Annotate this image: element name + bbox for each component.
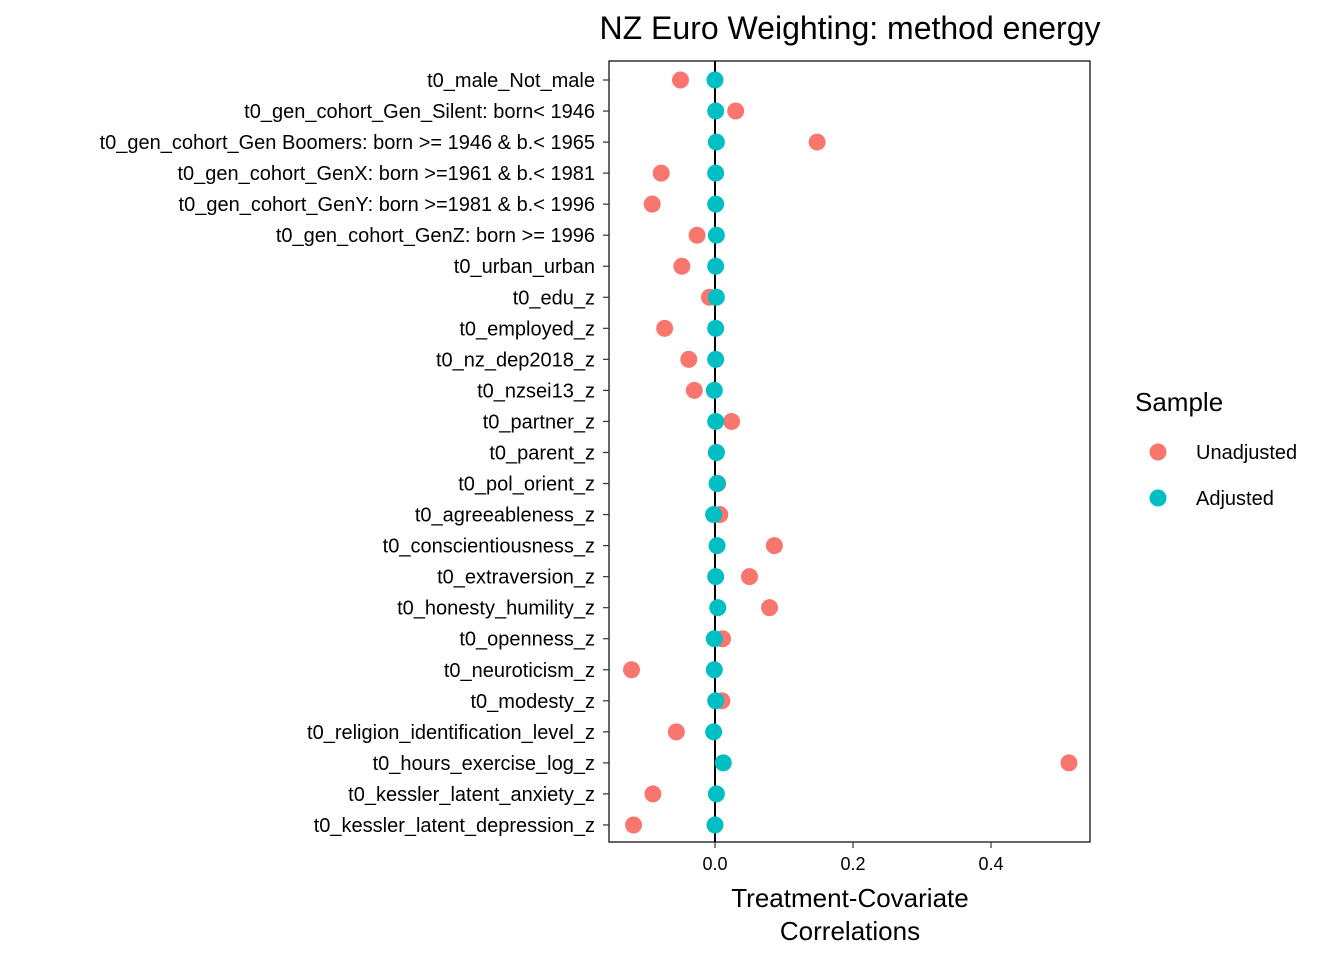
y-tick-label: t0_partner_z	[483, 411, 595, 433]
point-unadjusted-2	[808, 133, 826, 151]
y-tick-label: t0_agreeableness_z	[415, 505, 595, 527]
data-points	[623, 71, 1078, 834]
y-tick-label: t0_parent_z	[489, 442, 595, 464]
y-tick-label: t0_nz_dep2018_z	[436, 349, 595, 371]
point-unadjusted-8	[656, 319, 674, 337]
point-unadjusted-1	[727, 102, 745, 120]
y-tick-label: t0_edu_z	[513, 287, 595, 309]
x-axis: 0.0 0.2 0.4	[702, 842, 1004, 874]
point-unadjusted-4	[643, 195, 661, 213]
x-axis-title-line-1: Treatment-Covariate	[731, 883, 968, 913]
point-adjusted-1	[707, 102, 725, 120]
point-adjusted-11	[707, 412, 725, 430]
point-unadjusted-21	[667, 723, 685, 741]
point-adjusted-21	[705, 723, 723, 741]
point-adjusted-23	[707, 785, 725, 803]
category-labels: t0_male_Not_male t0_gen_cohort_Gen_Silent…	[100, 70, 609, 837]
point-unadjusted-15	[765, 537, 783, 555]
point-adjusted-7	[707, 288, 725, 306]
x-axis-title-line-2: Correlations	[780, 916, 920, 946]
y-tick-label: t0_honesty_humility_z	[397, 598, 595, 620]
plot-panel	[608, 60, 1091, 843]
point-adjusted-9	[707, 350, 725, 368]
legend-label-adjusted: Adjusted	[1196, 488, 1274, 510]
point-unadjusted-3	[652, 164, 670, 182]
point-unadjusted-11	[723, 412, 741, 430]
y-tick-label: t0_kessler_latent_depression_z	[314, 815, 595, 837]
point-adjusted-18	[705, 630, 723, 648]
point-adjusted-17	[709, 599, 727, 617]
x-tick-label: 0.0	[702, 854, 727, 874]
x-tick-label: 0.4	[978, 854, 1003, 874]
y-tick-label: t0_kessler_latent_anxiety_z	[348, 784, 595, 806]
y-tick-label: t0_neuroticism_z	[444, 660, 595, 682]
y-tick-label: t0_gen_cohort_GenZ: born >= 1996	[276, 225, 595, 247]
point-adjusted-5	[707, 226, 725, 244]
point-unadjusted-9	[680, 350, 698, 368]
point-unadjusted-0	[672, 71, 689, 89]
point-adjusted-2	[707, 133, 725, 151]
y-tick-label: t0_gen_cohort_Gen Boomers: born >= 1946 …	[100, 132, 595, 154]
y-tick-label: t0_extraversion_z	[437, 567, 595, 589]
point-unadjusted-6	[673, 257, 691, 275]
chart-title: NZ Euro Weighting: method energy	[600, 10, 1101, 46]
point-adjusted-20	[707, 692, 725, 710]
y-tick-label: t0_modesty_z	[470, 691, 595, 713]
point-adjusted-10	[705, 381, 723, 399]
point-adjusted-6	[707, 257, 725, 275]
point-adjusted-22	[714, 754, 732, 772]
point-unadjusted-24	[625, 816, 643, 834]
legend-label-unadjusted: Unadjusted	[1196, 442, 1297, 464]
y-tick-label: t0_gen_cohort_GenX: born >=1961 & b.< 19…	[177, 163, 595, 185]
y-tick-label: t0_employed_z	[459, 318, 595, 340]
y-tick-label: t0_urban_urban	[454, 256, 595, 278]
point-unadjusted-5	[688, 226, 706, 244]
point-adjusted-13	[708, 475, 726, 493]
point-unadjusted-16	[741, 568, 758, 586]
point-adjusted-3	[707, 164, 725, 182]
y-tick-label: t0_conscientiousness_z	[383, 536, 595, 558]
point-unadjusted-10	[685, 381, 703, 399]
point-adjusted-4	[707, 195, 725, 213]
point-adjusted-0	[706, 71, 724, 89]
y-tick-label: t0_religion_identification_level_z	[307, 722, 595, 744]
point-adjusted-15	[708, 537, 726, 555]
y-tick-label: t0_male_Not_male	[427, 70, 595, 92]
point-unadjusted-23	[644, 785, 662, 803]
point-unadjusted-22	[1060, 754, 1078, 772]
point-unadjusted-17	[761, 599, 779, 617]
y-tick-label: t0_nzsei13_z	[477, 380, 595, 402]
point-adjusted-19	[705, 661, 723, 679]
y-tick-label: t0_hours_exercise_log_z	[373, 753, 595, 775]
point-adjusted-12	[707, 443, 725, 461]
point-adjusted-24	[706, 816, 724, 834]
point-adjusted-14	[705, 506, 723, 524]
legend-key-unadjusted	[1149, 443, 1167, 461]
y-tick-label: t0_gen_cohort_GenY: born >=1981 & b.< 19…	[179, 194, 595, 216]
y-tick-label: t0_gen_cohort_Gen_Silent: born< 1946	[244, 101, 595, 123]
point-adjusted-16	[707, 568, 725, 586]
y-tick-label: t0_openness_z	[459, 629, 595, 651]
x-tick-label: 0.2	[840, 854, 865, 874]
legend-key-adjusted	[1149, 489, 1167, 507]
legend: Sample Unadjusted Adjusted	[1135, 387, 1297, 510]
point-unadjusted-19	[623, 661, 641, 679]
point-adjusted-8	[707, 319, 725, 337]
legend-title: Sample	[1135, 387, 1223, 417]
y-tick-label: t0_pol_orient_z	[458, 474, 595, 496]
